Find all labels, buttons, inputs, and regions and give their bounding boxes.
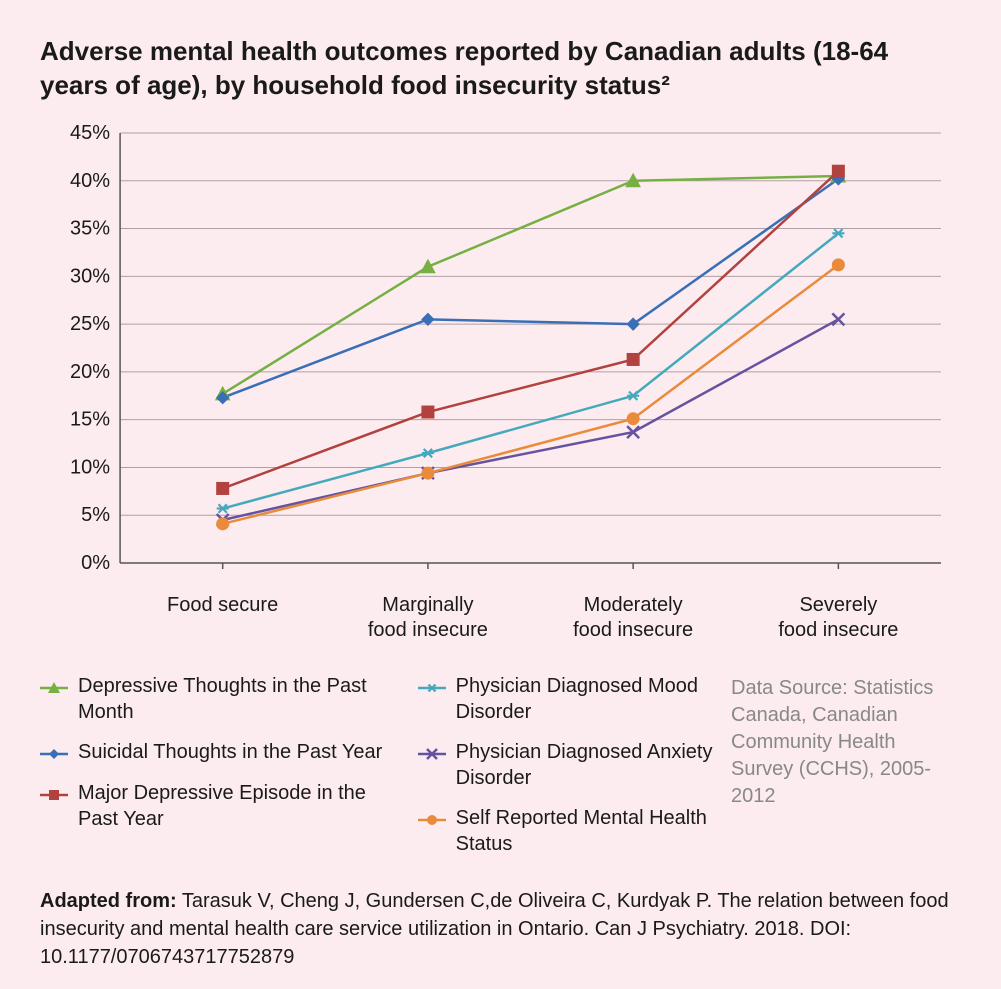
legend-row: Depressive Thoughts in the Past Month Sui… <box>40 673 961 857</box>
legend-item: Suicidal Thoughts in the Past Year <box>40 739 388 766</box>
x-axis-labels: Food secureMarginallyfood insecureModera… <box>40 593 961 643</box>
legend-col-1: Depressive Thoughts in the Past Month Sui… <box>40 673 388 857</box>
legend-item: Depressive Thoughts in the Past Month <box>40 673 388 725</box>
legend-col-2: Physician Diagnosed Mood Disorder Physici… <box>418 673 731 857</box>
x-axis-category: Marginallyfood insecure <box>325 593 530 643</box>
legend-item: Major Depressive Episode in the Past Yea… <box>40 780 388 832</box>
legend-swatch-icon <box>40 676 68 700</box>
svg-text:40%: 40% <box>70 169 110 191</box>
legend-item-label: Physician Diagnosed Mood Disorder <box>456 673 731 725</box>
svg-text:20%: 20% <box>70 360 110 382</box>
citation-text: Tarasuk V, Cheng J, Gundersen C,de Olive… <box>40 890 949 968</box>
legend-item-label: Suicidal Thoughts in the Past Year <box>78 739 382 765</box>
legend-item-label: Physician Diagnosed Anxiety Disorder <box>456 739 731 791</box>
x-axis-category: Moderatelyfood insecure <box>531 593 736 643</box>
data-source-label: Data Source: <box>731 677 848 699</box>
svg-text:0%: 0% <box>81 552 110 574</box>
legend-item-label: Major Depressive Episode in the Past Yea… <box>78 780 388 832</box>
citation: Adapted from: Tarasuk V, Cheng J, Gunder… <box>40 887 961 971</box>
x-axis-category: Severelyfood insecure <box>736 593 941 643</box>
svg-text:15%: 15% <box>70 408 110 430</box>
chart-title: Adverse mental health outcomes reported … <box>40 35 961 103</box>
x-axis-category: Food secure <box>120 593 325 643</box>
legend-swatch-icon <box>418 808 446 832</box>
svg-text:35%: 35% <box>70 217 110 239</box>
legend-item-label: Self Reported Mental Health Status <box>456 805 731 857</box>
svg-text:45%: 45% <box>70 123 110 144</box>
line-chart: 0% 5% 10% 15% 20% 25% 30% 35% 40% 45% <box>40 123 961 583</box>
chart-card: Adverse mental health outcomes reported … <box>0 0 1001 989</box>
legend-item: Physician Diagnosed Mood Disorder <box>418 673 731 725</box>
legend-item-label: Depressive Thoughts in the Past Month <box>78 673 388 725</box>
citation-prefix: Adapted from: <box>40 890 177 912</box>
legend-item: Self Reported Mental Health Status <box>418 805 731 857</box>
svg-text:30%: 30% <box>70 265 110 287</box>
svg-text:25%: 25% <box>70 313 110 335</box>
data-source: Data Source: Statistics Canada, Canadian… <box>731 673 961 857</box>
legend-swatch-icon <box>40 742 68 766</box>
legend-swatch-icon <box>418 742 446 766</box>
svg-text:10%: 10% <box>70 456 110 478</box>
svg-text:5%: 5% <box>81 504 110 526</box>
legend-item: Physician Diagnosed Anxiety Disorder <box>418 739 731 791</box>
legend-swatch-icon <box>418 676 446 700</box>
legend-swatch-icon <box>40 783 68 807</box>
